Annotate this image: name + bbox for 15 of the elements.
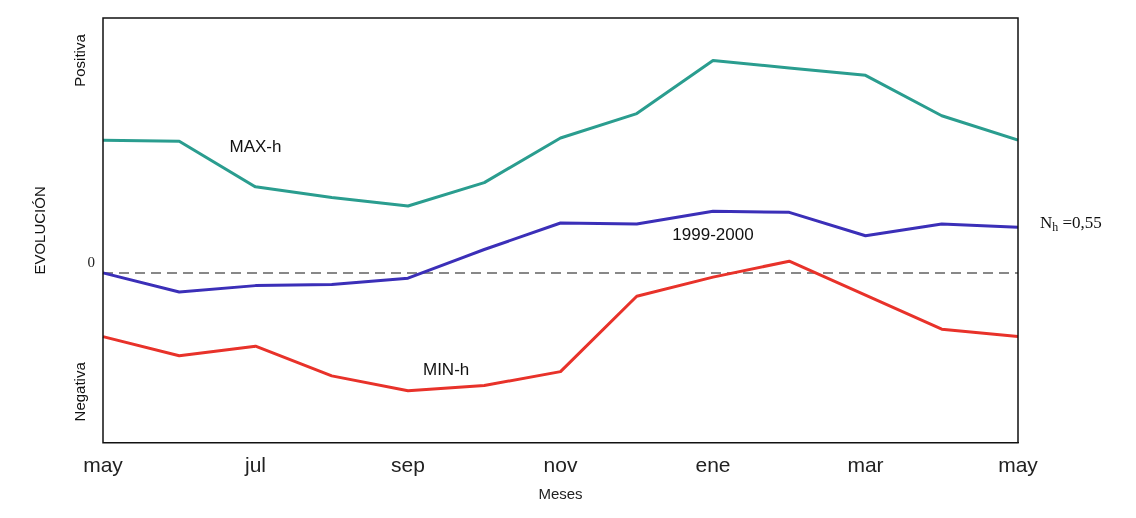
series-label: MIN-h <box>422 359 470 379</box>
y-axis-title: EVOLUCIÓN <box>31 186 49 275</box>
ref-line-label: 0 <box>87 254 95 271</box>
x-tick-label: may <box>998 453 1039 477</box>
x-tick-label: ene <box>695 453 731 477</box>
x-tick-label: may <box>83 453 124 477</box>
series-label: 1999-2000 <box>672 224 754 244</box>
text: Negativa <box>71 361 89 422</box>
x-tick-label: sep <box>391 453 425 477</box>
x-tick-label: jul <box>243 453 267 477</box>
x-axis-title: Meses <box>538 485 583 503</box>
text: Positiva <box>71 33 89 87</box>
series-label: MAX-h <box>229 136 282 156</box>
x-tick-label: mar <box>847 453 884 477</box>
x-tick-label: nov <box>543 453 578 477</box>
